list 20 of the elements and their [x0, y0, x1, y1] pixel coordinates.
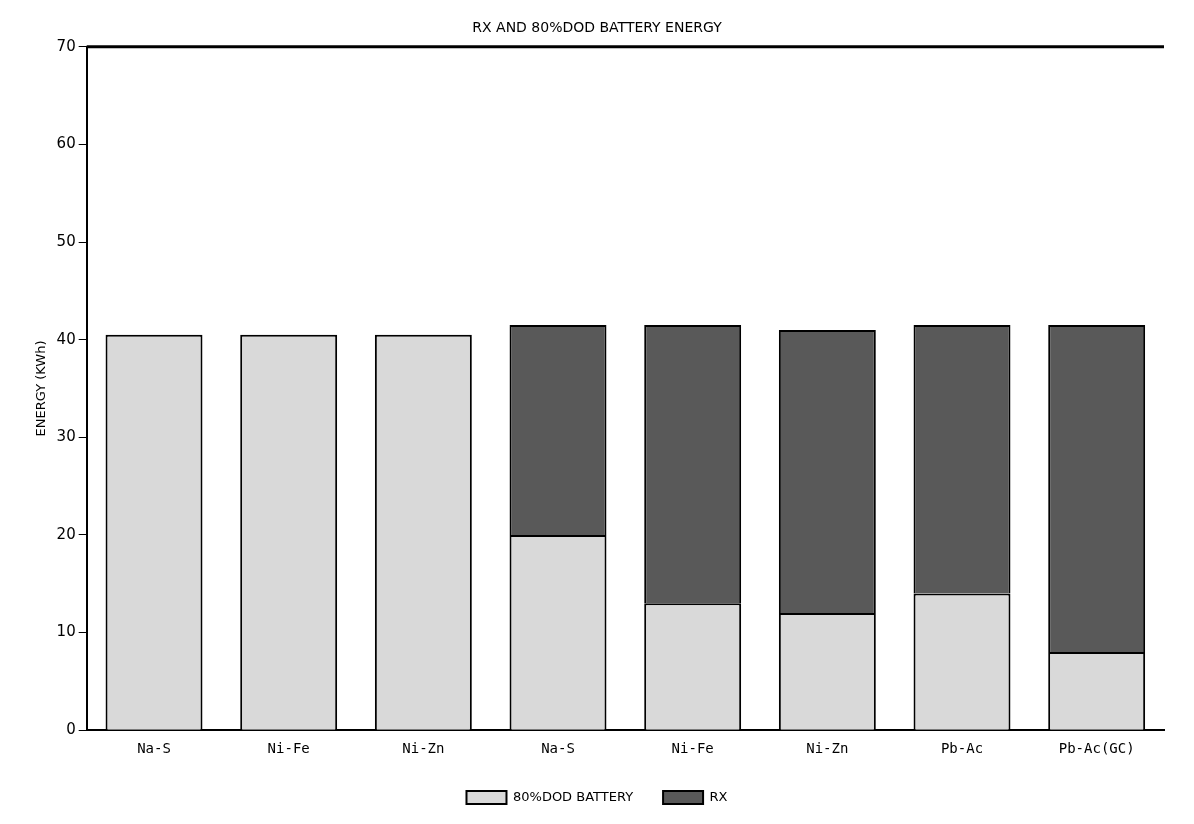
- y-axis-title: ENERGY (KWh): [33, 340, 49, 437]
- y-tick-label: 60: [56, 134, 76, 153]
- chart-title: RX AND 80%DOD BATTERY ENERGY: [472, 19, 723, 36]
- x-tick-label: Pb-Ac(GC): [1058, 740, 1135, 757]
- x-tick-label: Na-S: [541, 740, 575, 757]
- y-tick-label: 40: [56, 329, 76, 348]
- x-tick-label: Ni-Zn: [806, 740, 849, 757]
- y-tick-label: 70: [56, 36, 76, 55]
- y-tick-label: 10: [56, 622, 76, 641]
- y-tick-label: 30: [56, 427, 76, 446]
- y-tick-label: 50: [56, 231, 76, 250]
- legend-label: 80%DOD BATTERY: [512, 788, 634, 804]
- x-tick-label: Na-S: [137, 740, 171, 757]
- x-tick-label: Pb-Ac: [940, 740, 984, 757]
- y-tick-label: 0: [66, 720, 76, 739]
- x-tick-label: Ni-Fe: [267, 740, 310, 757]
- x-tick-label: Ni-Zn: [402, 740, 445, 757]
- y-tick-label: 20: [56, 524, 76, 543]
- x-tick-label: Ni-Fe: [671, 740, 714, 757]
- legend-label: RX: [709, 788, 728, 804]
